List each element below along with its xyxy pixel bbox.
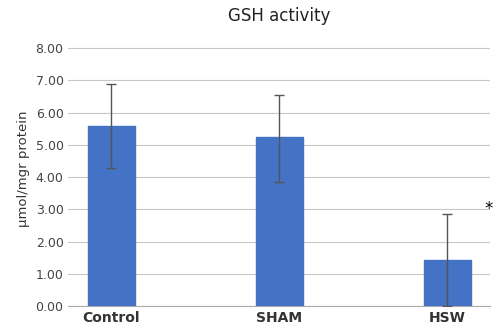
Text: *: *	[484, 201, 492, 218]
Bar	[424, 260, 471, 306]
Y-axis label: μmol/mgr protein: μmol/mgr protein	[17, 111, 30, 227]
Title: GSH activity: GSH activity	[228, 7, 330, 25]
Bar	[256, 137, 302, 306]
Bar	[88, 125, 134, 306]
